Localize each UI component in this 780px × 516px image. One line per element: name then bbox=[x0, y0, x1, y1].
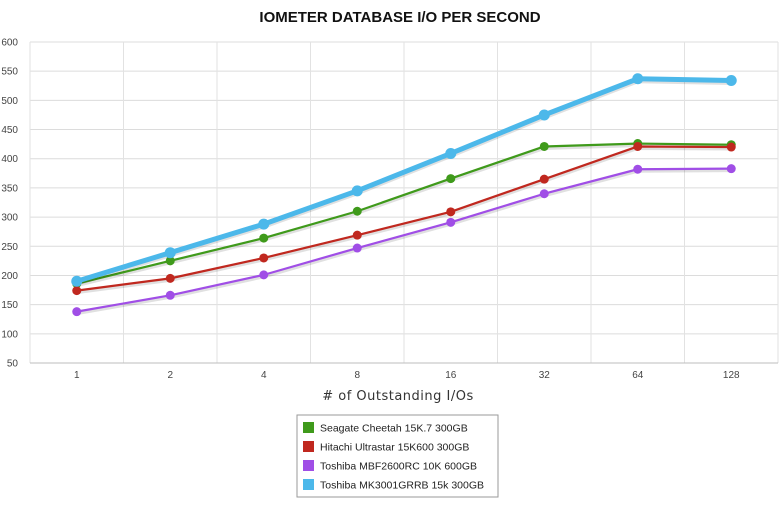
x-axis-label: # of Outstanding I/Os bbox=[322, 389, 474, 404]
y-tick-label: 400 bbox=[1, 154, 18, 165]
series-line bbox=[75, 142, 733, 285]
y-tick-label: 300 bbox=[1, 213, 18, 224]
data-point bbox=[632, 73, 644, 85]
legend-swatch bbox=[303, 441, 314, 452]
data-point bbox=[71, 275, 83, 287]
y-tick-label: 200 bbox=[1, 271, 18, 282]
data-point bbox=[352, 230, 362, 240]
data-point bbox=[164, 247, 176, 259]
legend-swatch bbox=[303, 479, 314, 490]
series-line-shadow bbox=[76, 169, 732, 316]
legend-swatch bbox=[303, 460, 314, 471]
data-point bbox=[446, 207, 456, 217]
series-2 bbox=[72, 141, 736, 296]
data-point bbox=[446, 174, 456, 184]
legend-entry-label: Seagate Cheetah 15K.7 300GB bbox=[320, 423, 468, 435]
series-line-shadow bbox=[76, 144, 732, 288]
series-line-shadow bbox=[76, 146, 732, 295]
legend-entry-label: Toshiba MBF2600RC 10K 600GB bbox=[320, 461, 477, 473]
data-point bbox=[351, 185, 363, 197]
x-tick-label: 64 bbox=[632, 370, 644, 381]
series-line bbox=[75, 145, 733, 292]
data-point bbox=[539, 189, 549, 199]
series-3 bbox=[72, 164, 736, 317]
legend: Seagate Cheetah 15K.7 300GB Hitachi Ultra… bbox=[296, 414, 499, 498]
y-tick-label: 350 bbox=[1, 183, 18, 194]
data-point bbox=[538, 109, 550, 121]
series-line bbox=[75, 167, 733, 313]
data-point bbox=[633, 164, 643, 174]
grid-lines bbox=[29, 41, 779, 364]
y-tick-label: 600 bbox=[1, 38, 18, 49]
x-tick-label: 8 bbox=[354, 370, 360, 381]
x-tick-label: 32 bbox=[539, 370, 551, 381]
data-point bbox=[539, 174, 549, 184]
series-4 bbox=[71, 73, 737, 287]
data-point bbox=[165, 273, 175, 283]
data-point bbox=[72, 307, 82, 317]
data-point bbox=[446, 217, 456, 227]
data-point bbox=[72, 286, 82, 296]
data-point bbox=[445, 147, 457, 159]
legend-entry-label: Toshiba MK3001GRRB 15k 300GB bbox=[320, 480, 484, 492]
data-point bbox=[539, 141, 549, 151]
legend-entry-label: Hitachi Ultrastar 15K600 300GB bbox=[320, 442, 469, 454]
data-point bbox=[258, 218, 270, 230]
legend-swatch bbox=[303, 422, 314, 433]
y-tick-label: 550 bbox=[1, 67, 18, 78]
x-tick-label: 128 bbox=[723, 370, 740, 381]
y-axis: 50 100 150 200 250 300 350 400 450 500 550 600 bbox=[1, 38, 18, 370]
data-point bbox=[633, 141, 643, 151]
y-tick-label: 150 bbox=[1, 300, 18, 311]
x-tick-label: 2 bbox=[167, 370, 173, 381]
data-point bbox=[726, 164, 736, 174]
data-point bbox=[259, 253, 269, 263]
data-point bbox=[726, 142, 736, 152]
series-group bbox=[71, 73, 737, 317]
y-tick-label: 450 bbox=[1, 125, 18, 136]
x-axis: 1 2 4 8 16 32 64 128 bbox=[30, 362, 778, 381]
y-tick-label: 250 bbox=[1, 242, 18, 253]
legend-box bbox=[296, 414, 499, 498]
x-tick-label: 4 bbox=[261, 370, 267, 381]
y-tick-label: 100 bbox=[1, 329, 18, 340]
x-tick-label: 1 bbox=[74, 370, 80, 381]
y-tick-label: 500 bbox=[1, 96, 18, 107]
chart-title: IOMETER DATABASE I/O PER SECOND bbox=[259, 9, 540, 26]
x-tick-label: 16 bbox=[445, 370, 457, 381]
data-point bbox=[352, 206, 362, 216]
data-point bbox=[165, 290, 175, 300]
series-line bbox=[74, 76, 734, 284]
data-point bbox=[725, 75, 737, 87]
data-point bbox=[352, 243, 362, 253]
data-point bbox=[259, 270, 269, 280]
data-point bbox=[165, 256, 175, 266]
y-tick-label: 50 bbox=[7, 359, 19, 370]
data-point bbox=[259, 233, 269, 243]
